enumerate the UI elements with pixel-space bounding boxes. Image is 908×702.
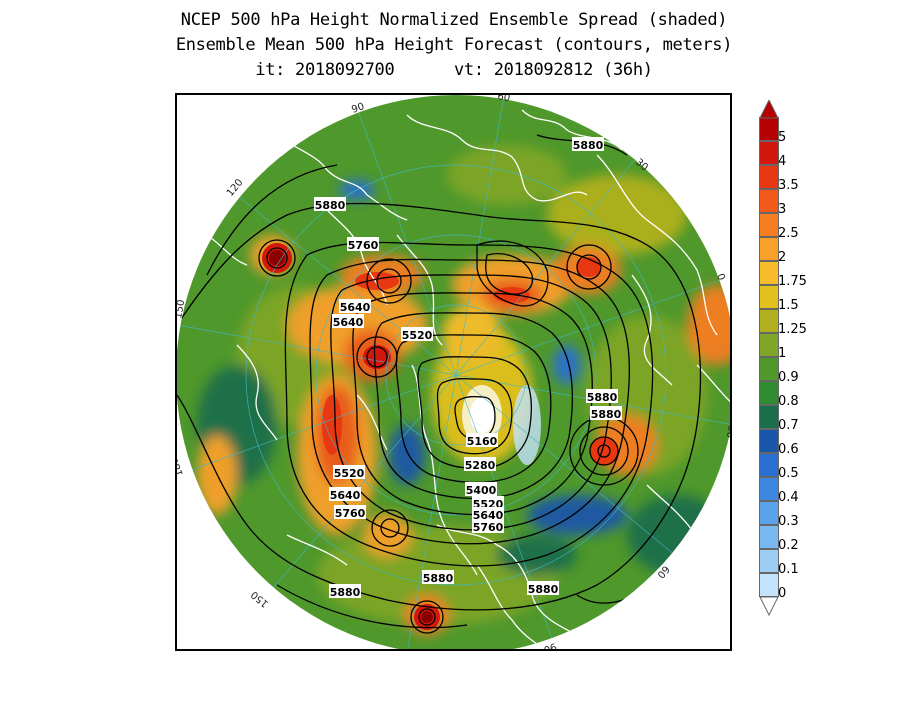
graticule [177, 95, 730, 649]
title-line-1: NCEP 500 hPa Height Normalized Ensemble … [180, 10, 728, 30]
colorbar-swatch [759, 405, 779, 429]
colorbar-label: 0.4 [778, 490, 799, 505]
colorbar-label: 0.3 [778, 514, 799, 529]
title-line-3: it: 2018092700 vt: 2018092812 (36h) [255, 60, 653, 80]
colorbar-swatch [759, 141, 779, 165]
colorbar-swatch [759, 501, 779, 525]
lon-label: 90 [542, 640, 558, 651]
colorbar-label: 2 [778, 250, 787, 265]
colorbar-label: 0.6 [778, 442, 799, 457]
contour-label: 5640 [330, 489, 361, 502]
contour-label: 5640 [333, 316, 364, 329]
map-frame: 5880 5880 5760 5640 5640 5520 5880 5880 … [175, 93, 732, 651]
colorbar-label: 0.9 [778, 370, 799, 385]
colorbar-label: 3.5 [778, 178, 799, 193]
colorbar-label: 3 [778, 202, 787, 217]
lon-label: 180 [177, 456, 186, 478]
polar-map: 5880 5880 5760 5640 5640 5520 5880 5880 … [177, 95, 732, 651]
lon-label: 150 [249, 588, 271, 609]
colorbar-label: 0.5 [778, 466, 799, 481]
colorbar-label: 1 [778, 346, 787, 361]
contour-label: 5880 [573, 139, 604, 152]
colorbar-swatch [759, 381, 779, 405]
contour-label: 5760 [473, 521, 504, 534]
height-contours [177, 134, 702, 634]
lon-label: 90 [350, 101, 366, 116]
contour-label: 5640 [473, 509, 504, 522]
colorbar-swatch [759, 261, 779, 285]
lon-label: 60 [496, 95, 510, 104]
colorbar-swatch [759, 237, 779, 261]
contour-label-group: 5880 5880 5760 5640 5640 5520 5880 5880 … [314, 137, 622, 599]
colorbar-label: 2.5 [778, 226, 799, 241]
colorbar-swatch [759, 477, 779, 501]
colorbar-swatch [759, 429, 779, 453]
colorbar-swatch [759, 165, 779, 189]
contour-label: 5880 [587, 391, 618, 404]
colorbar-swatch [759, 549, 779, 573]
contour-label: 5520 [334, 467, 365, 480]
colorbar-label: 0 [778, 586, 787, 601]
contour-label: 5880 [423, 572, 454, 585]
contour-label: 5880 [330, 586, 361, 599]
shaded-spread-field [177, 95, 730, 649]
contour-label: 5640 [340, 301, 371, 314]
colorbar-label: 0.1 [778, 562, 799, 577]
lon-label: 150 [177, 299, 187, 320]
colorbar-label: 1.75 [778, 274, 807, 289]
colorbar-label: 0.8 [778, 394, 799, 409]
chart-titles: NCEP 500 hPa Height Normalized Ensemble … [0, 8, 908, 83]
contour-label: 5160 [467, 435, 498, 448]
contour-label: 5880 [591, 408, 622, 421]
colorbar-swatch [759, 453, 779, 477]
colorbar-top-arrow [759, 100, 779, 119]
lon-label: 30 [724, 424, 732, 438]
colorbar-label: 5 [778, 130, 787, 145]
contour-label: 5880 [528, 583, 559, 596]
colorbar-swatch [759, 525, 779, 549]
colorbar-bottom-arrow [759, 596, 779, 617]
title-line-2: Ensemble Mean 500 hPa Height Forecast (c… [175, 35, 733, 55]
colorbar-swatch [759, 309, 779, 333]
contour-label: 5760 [335, 507, 366, 520]
colorbar-label: 0.2 [778, 538, 799, 553]
coastlines [206, 109, 730, 649]
lon-label: 0 [714, 272, 727, 282]
colorbar-swatch [759, 189, 779, 213]
contour-label: 5280 [465, 459, 496, 472]
colorbar-swatch [759, 285, 779, 309]
colorbar-swatch [759, 333, 779, 357]
contour-label: 5880 [315, 199, 346, 212]
contour-label: 5520 [402, 329, 433, 342]
colorbar-arrows [759, 100, 779, 617]
colorbar-swatch [759, 357, 779, 381]
colorbar-label: 1.25 [778, 322, 807, 337]
colorbar-swatch [759, 213, 779, 237]
contour-label: 5400 [466, 484, 497, 497]
contour-label: 5760 [348, 239, 379, 252]
colorbar-label: 4 [778, 154, 787, 169]
colorbar-label: 0.7 [778, 418, 799, 433]
colorbar-label: 1.5 [778, 298, 799, 313]
